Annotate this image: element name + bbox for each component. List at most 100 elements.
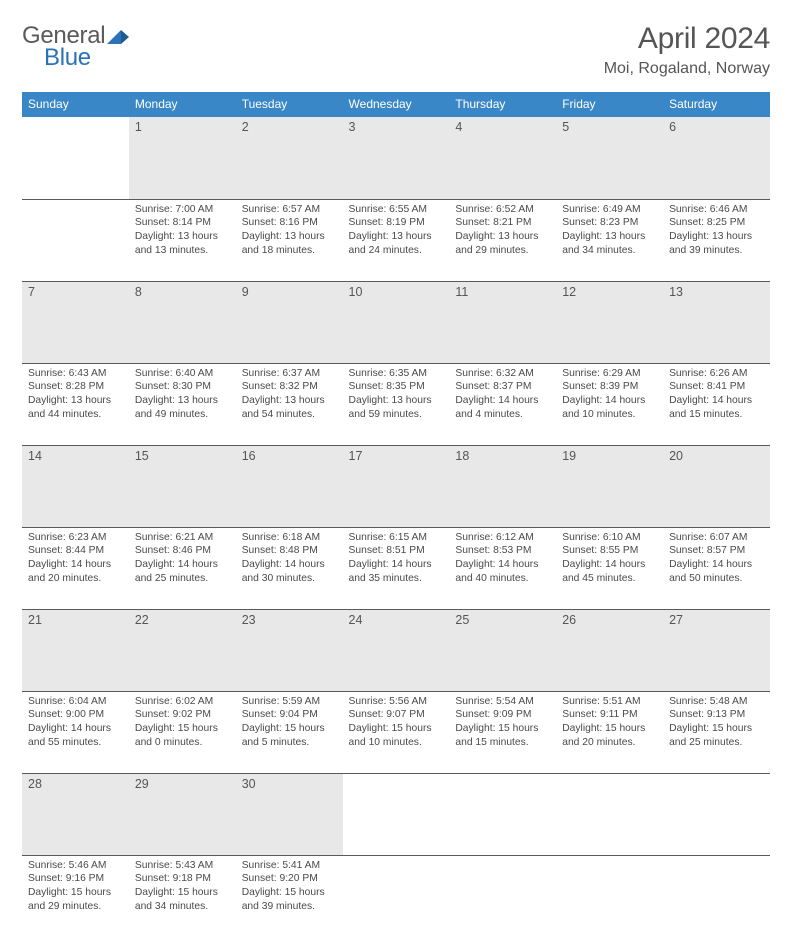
sunrise-text: Sunrise: 5:51 AM <box>562 695 657 709</box>
location-text: Moi, Rogaland, Norway <box>604 60 770 78</box>
sunset-text: Sunset: 8:32 PM <box>242 380 337 394</box>
day-content-cell: Sunrise: 6:04 AMSunset: 9:00 PMDaylight:… <box>22 691 129 773</box>
sunset-text: Sunset: 8:37 PM <box>455 380 550 394</box>
day-content-row: Sunrise: 7:00 AMSunset: 8:14 PMDaylight:… <box>22 199 770 281</box>
sunrise-text: Sunrise: 6:55 AM <box>349 203 444 217</box>
daylight-text: Daylight: 13 hours and 44 minutes. <box>28 394 123 422</box>
sunrise-text: Sunrise: 5:54 AM <box>455 695 550 709</box>
daylight-text: Daylight: 15 hours and 0 minutes. <box>135 722 230 750</box>
daylight-text: Daylight: 14 hours and 10 minutes. <box>562 394 657 422</box>
sunrise-text: Sunrise: 5:43 AM <box>135 859 230 873</box>
sunset-text: Sunset: 8:14 PM <box>135 216 230 230</box>
sunrise-text: Sunrise: 6:43 AM <box>28 367 123 381</box>
sunset-text: Sunset: 8:21 PM <box>455 216 550 230</box>
sunset-text: Sunset: 8:16 PM <box>242 216 337 230</box>
daylight-text: Daylight: 15 hours and 20 minutes. <box>562 722 657 750</box>
sunset-text: Sunset: 9:11 PM <box>562 708 657 722</box>
day-number-cell: 29 <box>129 773 236 855</box>
weekday-header: Monday <box>129 92 236 117</box>
day-content-cell: Sunrise: 6:21 AMSunset: 8:46 PMDaylight:… <box>129 527 236 609</box>
day-number-cell: 12 <box>556 281 663 363</box>
day-content-row: Sunrise: 5:46 AMSunset: 9:16 PMDaylight:… <box>22 855 770 937</box>
day-number-cell: 25 <box>449 609 556 691</box>
sunset-text: Sunset: 8:25 PM <box>669 216 764 230</box>
day-content-cell: Sunrise: 5:59 AMSunset: 9:04 PMDaylight:… <box>236 691 343 773</box>
sunset-text: Sunset: 8:28 PM <box>28 380 123 394</box>
sunset-text: Sunset: 9:16 PM <box>28 872 123 886</box>
sunrise-text: Sunrise: 6:18 AM <box>242 531 337 545</box>
sunrise-text: Sunrise: 6:02 AM <box>135 695 230 709</box>
weekday-header-row: SundayMondayTuesdayWednesdayThursdayFrid… <box>22 92 770 117</box>
sunrise-text: Sunrise: 7:00 AM <box>135 203 230 217</box>
sunrise-text: Sunrise: 6:23 AM <box>28 531 123 545</box>
sunrise-text: Sunrise: 6:40 AM <box>135 367 230 381</box>
title-block: April 2024 Moi, Rogaland, Norway <box>604 22 770 78</box>
sunrise-text: Sunrise: 6:35 AM <box>349 367 444 381</box>
day-content-cell: Sunrise: 5:48 AMSunset: 9:13 PMDaylight:… <box>663 691 770 773</box>
day-number-cell: 17 <box>343 445 450 527</box>
daylight-text: Daylight: 13 hours and 39 minutes. <box>669 230 764 258</box>
day-number-cell: 13 <box>663 281 770 363</box>
day-content-cell: Sunrise: 6:35 AMSunset: 8:35 PMDaylight:… <box>343 363 450 445</box>
day-content-cell: Sunrise: 5:41 AMSunset: 9:20 PMDaylight:… <box>236 855 343 937</box>
day-content-cell: Sunrise: 6:46 AMSunset: 8:25 PMDaylight:… <box>663 199 770 281</box>
day-content-cell: Sunrise: 6:12 AMSunset: 8:53 PMDaylight:… <box>449 527 556 609</box>
sunset-text: Sunset: 9:18 PM <box>135 872 230 886</box>
daylight-text: Daylight: 14 hours and 30 minutes. <box>242 558 337 586</box>
daylight-text: Daylight: 14 hours and 40 minutes. <box>455 558 550 586</box>
sunrise-text: Sunrise: 6:37 AM <box>242 367 337 381</box>
sunrise-text: Sunrise: 6:57 AM <box>242 203 337 217</box>
day-content-cell: Sunrise: 6:37 AMSunset: 8:32 PMDaylight:… <box>236 363 343 445</box>
daylight-text: Daylight: 13 hours and 18 minutes. <box>242 230 337 258</box>
day-number-cell: 18 <box>449 445 556 527</box>
day-content-cell: Sunrise: 6:07 AMSunset: 8:57 PMDaylight:… <box>663 527 770 609</box>
day-content-cell: Sunrise: 5:54 AMSunset: 9:09 PMDaylight:… <box>449 691 556 773</box>
daylight-text: Daylight: 15 hours and 10 minutes. <box>349 722 444 750</box>
day-number-cell: 20 <box>663 445 770 527</box>
sunset-text: Sunset: 8:39 PM <box>562 380 657 394</box>
daylight-text: Daylight: 13 hours and 34 minutes. <box>562 230 657 258</box>
sunrise-text: Sunrise: 6:07 AM <box>669 531 764 545</box>
day-content-cell: Sunrise: 5:43 AMSunset: 9:18 PMDaylight:… <box>129 855 236 937</box>
sunset-text: Sunset: 9:07 PM <box>349 708 444 722</box>
daylight-text: Daylight: 15 hours and 25 minutes. <box>669 722 764 750</box>
day-content-cell: Sunrise: 6:02 AMSunset: 9:02 PMDaylight:… <box>129 691 236 773</box>
day-content-cell: Sunrise: 6:29 AMSunset: 8:39 PMDaylight:… <box>556 363 663 445</box>
logo: General Blue <box>22 22 127 72</box>
day-number-cell <box>556 773 663 855</box>
sunset-text: Sunset: 8:46 PM <box>135 544 230 558</box>
sunrise-text: Sunrise: 6:32 AM <box>455 367 550 381</box>
day-content-row: Sunrise: 6:43 AMSunset: 8:28 PMDaylight:… <box>22 363 770 445</box>
sunset-text: Sunset: 8:48 PM <box>242 544 337 558</box>
sunrise-text: Sunrise: 6:26 AM <box>669 367 764 381</box>
daylight-text: Daylight: 14 hours and 50 minutes. <box>669 558 764 586</box>
day-content-cell: Sunrise: 6:43 AMSunset: 8:28 PMDaylight:… <box>22 363 129 445</box>
day-number-cell: 9 <box>236 281 343 363</box>
day-number-cell: 1 <box>129 117 236 199</box>
sunset-text: Sunset: 8:51 PM <box>349 544 444 558</box>
day-content-cell <box>663 855 770 937</box>
day-number-cell: 8 <box>129 281 236 363</box>
sunrise-text: Sunrise: 6:15 AM <box>349 531 444 545</box>
daylight-text: Daylight: 13 hours and 13 minutes. <box>135 230 230 258</box>
sunrise-text: Sunrise: 5:59 AM <box>242 695 337 709</box>
sunrise-text: Sunrise: 5:56 AM <box>349 695 444 709</box>
day-content-row: Sunrise: 6:04 AMSunset: 9:00 PMDaylight:… <box>22 691 770 773</box>
calendar-table: SundayMondayTuesdayWednesdayThursdayFrid… <box>22 92 770 937</box>
day-content-cell: Sunrise: 6:18 AMSunset: 8:48 PMDaylight:… <box>236 527 343 609</box>
sunrise-text: Sunrise: 5:41 AM <box>242 859 337 873</box>
day-number-cell: 30 <box>236 773 343 855</box>
daylight-text: Daylight: 14 hours and 20 minutes. <box>28 558 123 586</box>
sunset-text: Sunset: 8:35 PM <box>349 380 444 394</box>
daylight-text: Daylight: 13 hours and 49 minutes. <box>135 394 230 422</box>
day-number-cell: 27 <box>663 609 770 691</box>
day-number-cell: 6 <box>663 117 770 199</box>
sunset-text: Sunset: 8:41 PM <box>669 380 764 394</box>
day-content-cell: Sunrise: 6:10 AMSunset: 8:55 PMDaylight:… <box>556 527 663 609</box>
sunrise-text: Sunrise: 5:46 AM <box>28 859 123 873</box>
day-content-cell: Sunrise: 5:51 AMSunset: 9:11 PMDaylight:… <box>556 691 663 773</box>
day-number-row: 14151617181920 <box>22 445 770 527</box>
daylight-text: Daylight: 15 hours and 29 minutes. <box>28 886 123 914</box>
day-content-row: Sunrise: 6:23 AMSunset: 8:44 PMDaylight:… <box>22 527 770 609</box>
day-number-cell: 5 <box>556 117 663 199</box>
